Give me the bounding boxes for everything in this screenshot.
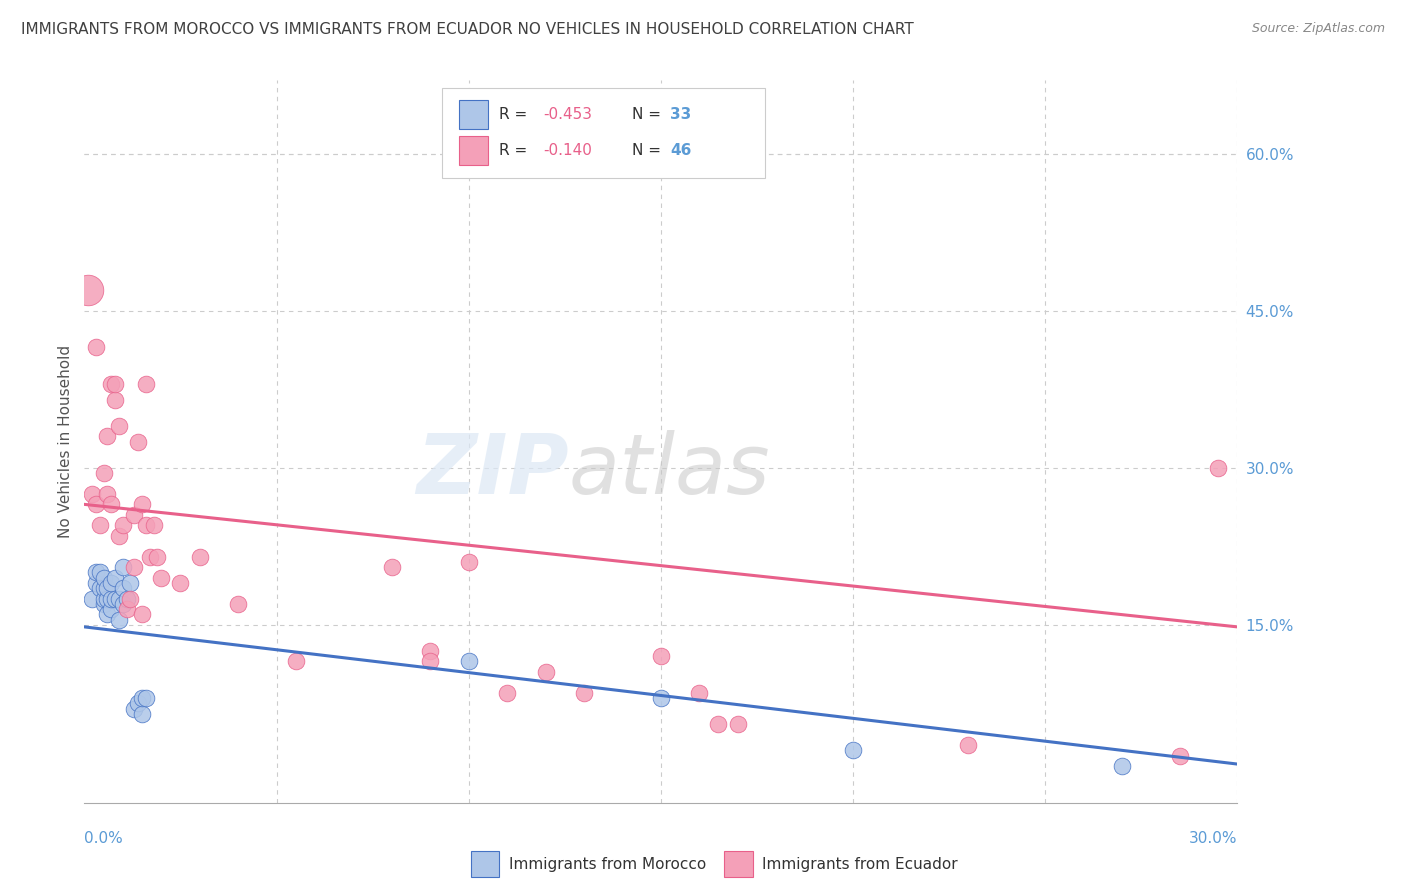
Text: atlas: atlas [568, 430, 770, 511]
Text: R =: R = [499, 107, 533, 121]
Text: Immigrants from Morocco: Immigrants from Morocco [509, 856, 706, 871]
FancyBboxPatch shape [460, 100, 488, 128]
FancyBboxPatch shape [460, 136, 488, 165]
Text: ZIP: ZIP [416, 430, 568, 511]
Text: 33: 33 [671, 107, 692, 121]
Text: Immigrants from Ecuador: Immigrants from Ecuador [762, 856, 957, 871]
Text: IMMIGRANTS FROM MOROCCO VS IMMIGRANTS FROM ECUADOR NO VEHICLES IN HOUSEHOLD CORR: IMMIGRANTS FROM MOROCCO VS IMMIGRANTS FR… [21, 22, 914, 37]
Text: N =: N = [633, 107, 666, 121]
FancyBboxPatch shape [471, 851, 499, 877]
Text: R =: R = [499, 143, 533, 158]
FancyBboxPatch shape [441, 87, 765, 178]
Text: -0.140: -0.140 [543, 143, 592, 158]
Y-axis label: No Vehicles in Household: No Vehicles in Household [58, 345, 73, 538]
Text: N =: N = [633, 143, 666, 158]
FancyBboxPatch shape [724, 851, 754, 877]
Text: Source: ZipAtlas.com: Source: ZipAtlas.com [1251, 22, 1385, 36]
Text: 46: 46 [671, 143, 692, 158]
Text: 0.0%: 0.0% [84, 830, 124, 846]
Text: 30.0%: 30.0% [1189, 830, 1237, 846]
Text: -0.453: -0.453 [543, 107, 592, 121]
